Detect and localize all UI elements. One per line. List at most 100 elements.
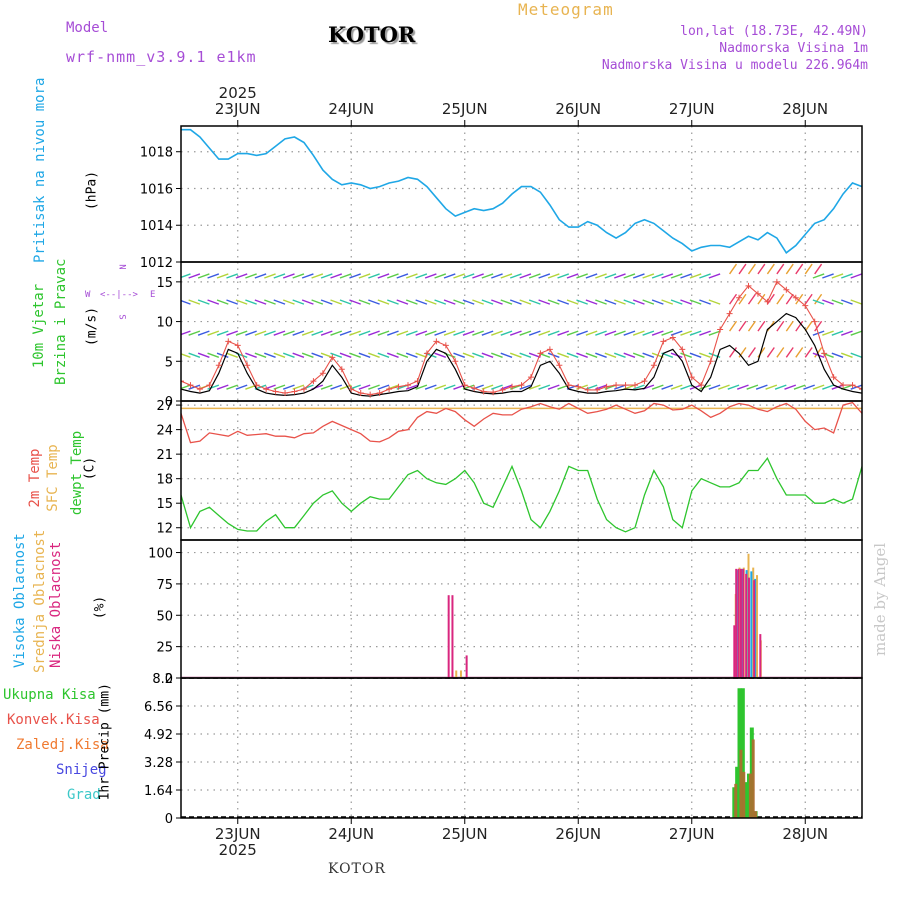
precip-bar-conv [734,783,738,818]
wind-gust-marker [707,358,714,365]
wind-barb [604,299,617,305]
wind-barb [320,384,333,390]
frame-layer [176,120,863,824]
wind-barb [481,352,494,358]
wind-gust-marker [556,362,563,369]
wind-barb [604,352,617,358]
wind-barb [415,352,428,358]
precip-bar-conv [742,771,746,818]
wind-barb [226,330,238,336]
wind-barb [358,273,371,279]
wind-barb [632,384,645,390]
wind-gust-marker [698,382,705,389]
wind-barb [595,330,607,336]
wind-barb [434,273,447,279]
wind-gust-marker [840,382,847,389]
day-label-top: 23JUN [215,100,261,118]
y-tick-label: 10 [156,316,173,331]
wind-barb [509,352,522,358]
wind-barb [368,299,380,305]
wind-gust-marker [181,378,184,385]
precip-label-grad: Grad [67,787,101,803]
wind-gust-marker [527,374,534,381]
wind-gust-marker [433,338,440,345]
wind-barb [197,273,210,279]
wind-barb [358,330,371,336]
model-name: wrf-nmm_v3.9.1 e1km [66,48,257,66]
wind-barb [557,273,570,279]
wind-barb [766,293,775,305]
wind-barb [680,299,692,305]
wind-barb [785,263,794,275]
wind-barb [841,330,853,336]
wind-barb [708,273,721,279]
wind-barb [661,330,674,336]
wind-barb [415,273,428,279]
station-title: KOTOR [328,22,416,47]
wind-barb [747,293,756,305]
wind-barb [415,384,428,390]
wind-gust-marker [792,294,799,301]
wind-barb [301,330,314,336]
y-tick-label: 3.28 [144,756,173,771]
wind-barb [424,299,437,305]
wind-gust-marker [490,389,497,396]
wind-barb [462,299,475,305]
wind-barb [566,299,579,305]
precip-bar-conv [739,749,743,818]
wind-barb [235,330,248,336]
cloud-bar-low [745,573,748,678]
wind-barb [729,347,738,358]
wind-barb [254,273,267,279]
wind-barb [358,299,371,305]
wind-gust-marker [783,286,790,293]
wind-barb [727,384,740,390]
wind-barb [841,299,853,305]
wind-barb [822,273,834,279]
panel-frame-pressure [180,125,863,263]
wind-compass: N W E S <--|--> [82,260,162,320]
wind-barb [245,299,257,305]
wind-gust-marker [187,382,194,389]
wind-barb [795,293,804,305]
wind-barb [528,273,541,279]
wind-barb [339,299,352,305]
wind-barb [576,273,588,279]
wind-barb [472,299,484,305]
wind-gust-marker [423,350,430,357]
wind-gust-marker [206,382,213,389]
wind-barb [462,273,475,279]
wind-barb [699,384,711,390]
wind-barb [235,273,248,279]
wind-barb [651,273,664,279]
wind-barb [368,384,380,390]
wind-speed-line [181,312,862,397]
wind-gust-marker [821,350,828,357]
wind-gust-marker [253,382,260,389]
wind-barb [472,352,484,358]
wind-barb [614,384,626,390]
wind-barb [680,273,692,279]
wind-barb [226,299,238,305]
wind-barb [405,384,418,390]
wind-barb [339,273,352,279]
y-tick-label: 0 [165,395,173,410]
wind-barb [387,352,399,358]
precip-bar-conv [748,773,752,818]
wind-barb [453,330,465,336]
wind-barb [850,273,862,279]
wind-barb [188,273,201,279]
wind-barb [181,331,182,332]
wind-gust-marker [338,366,345,373]
wind-barb [642,330,655,336]
wind-barb [481,330,494,336]
wind-barb [396,352,409,358]
wind-gust-marker [480,388,487,395]
wind-gust-marker [367,391,374,398]
wind-barb [623,352,636,358]
footer-station: KOTOR [328,861,386,877]
wind-barb [216,330,229,336]
wind-gust-marker [310,378,317,385]
wind-gust-marker [764,298,771,305]
wind-barb [651,384,664,390]
